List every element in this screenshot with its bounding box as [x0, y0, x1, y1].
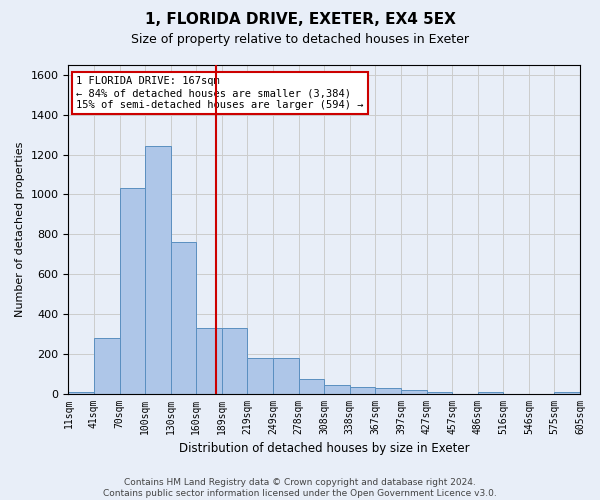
- Bar: [68, 392, 94, 394]
- Text: 1, FLORIDA DRIVE, EXETER, EX4 5EX: 1, FLORIDA DRIVE, EXETER, EX4 5EX: [145, 12, 455, 28]
- Bar: [350, 386, 376, 394]
- Bar: [324, 384, 350, 394]
- Bar: [171, 242, 196, 394]
- Bar: [478, 392, 503, 394]
- Bar: [376, 388, 401, 394]
- X-axis label: Distribution of detached houses by size in Exeter: Distribution of detached houses by size …: [179, 442, 470, 455]
- Y-axis label: Number of detached properties: Number of detached properties: [15, 142, 25, 317]
- Text: 1 FLORIDA DRIVE: 167sqm
← 84% of detached houses are smaller (3,384)
15% of semi: 1 FLORIDA DRIVE: 167sqm ← 84% of detache…: [76, 76, 364, 110]
- Bar: [119, 188, 145, 394]
- Bar: [554, 392, 580, 394]
- Bar: [247, 358, 273, 394]
- Bar: [273, 358, 299, 394]
- Bar: [94, 338, 119, 394]
- Bar: [427, 392, 452, 394]
- Text: Contains HM Land Registry data © Crown copyright and database right 2024.
Contai: Contains HM Land Registry data © Crown c…: [103, 478, 497, 498]
- Bar: [222, 328, 247, 394]
- Bar: [401, 390, 427, 394]
- Bar: [145, 146, 171, 394]
- Bar: [196, 328, 222, 394]
- Bar: [299, 378, 324, 394]
- Text: Size of property relative to detached houses in Exeter: Size of property relative to detached ho…: [131, 32, 469, 46]
